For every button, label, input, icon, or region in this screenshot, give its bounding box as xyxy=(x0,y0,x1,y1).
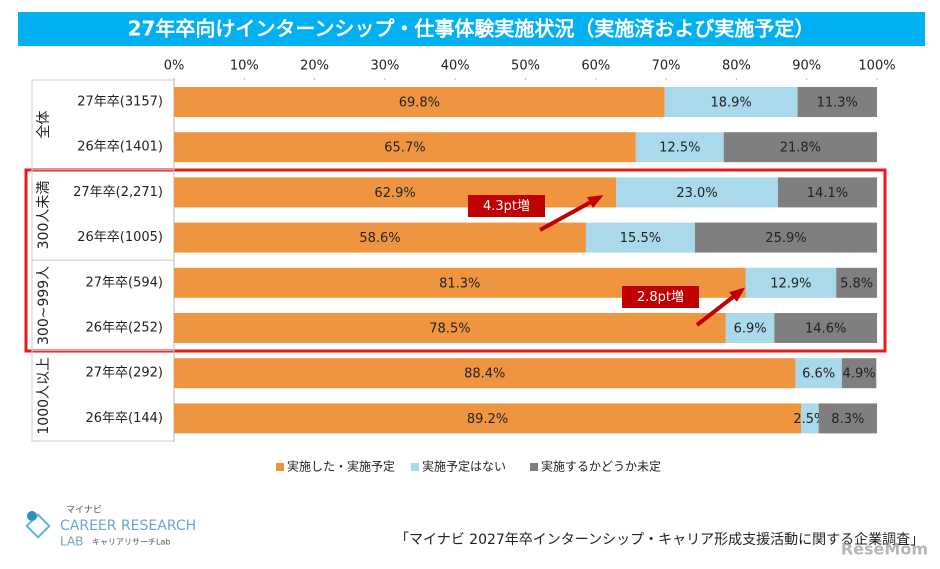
x-tick-label: 70% xyxy=(652,59,681,74)
value-label: 23.0% xyxy=(676,186,717,201)
bar-segment xyxy=(777,177,877,208)
bar-segment xyxy=(635,132,724,163)
x-tick-label: 50% xyxy=(511,59,540,74)
x-tick-label: 20% xyxy=(300,59,329,74)
logo: マイナビ CAREER RESEARCH LAB キャリアリサーチLab xyxy=(25,505,196,549)
x-tick-label: 60% xyxy=(581,59,610,74)
bar-segment xyxy=(723,132,877,163)
bar-segment xyxy=(797,87,877,117)
value-label: 14.1% xyxy=(807,186,848,201)
logo-sub: LAB xyxy=(60,535,83,549)
value-label: 78.5% xyxy=(429,322,470,337)
value-label: 58.6% xyxy=(359,231,400,246)
value-label: 6.6% xyxy=(802,367,835,382)
value-label: 88.4% xyxy=(464,367,505,382)
value-label: 81.3% xyxy=(439,276,480,291)
chart-title: 27年卒向けインターンシップ・仕事体験実施状況（実施済および実施予定） xyxy=(128,17,815,41)
category-label: 27年卒(594) xyxy=(86,275,164,290)
category-label: 26年卒(144) xyxy=(86,411,164,426)
x-tick-label: 90% xyxy=(792,59,821,74)
bar-segment xyxy=(664,87,798,117)
value-label: 8.3% xyxy=(831,412,864,427)
group-label: 300~999人 xyxy=(36,266,52,345)
source: 「マイナビ 2027年卒インターンシップ・キャリア形成支援活動に関する企業調査」 xyxy=(395,531,924,548)
logo-kana: キャリアリサーチLab xyxy=(92,538,170,547)
bar-segment xyxy=(694,222,877,253)
arrow-head xyxy=(587,195,604,208)
value-label: 89.2% xyxy=(467,412,508,427)
group-label: 1000人以上 xyxy=(36,357,52,435)
legend-label: 実施するかどうか未定 xyxy=(541,459,661,474)
annotation: 4.3pt増 xyxy=(483,199,530,214)
category-label: 26年卒(1005) xyxy=(77,230,163,245)
arrow-head xyxy=(729,287,746,302)
category-label: 26年卒(252) xyxy=(86,321,164,336)
category-label: 27年卒(292) xyxy=(86,366,164,381)
x-tick-label: 10% xyxy=(230,59,259,74)
legend-swatch xyxy=(530,463,538,471)
bar-segment xyxy=(174,403,802,434)
x-tick-label: 80% xyxy=(722,59,751,74)
title-banner xyxy=(18,12,925,46)
legend-label: 実施した・実施予定 xyxy=(287,459,395,474)
bar-segment xyxy=(836,267,877,298)
bar-segment xyxy=(745,267,837,298)
legend-label: 実施予定はない xyxy=(422,459,506,474)
value-label: 15.5% xyxy=(620,231,661,246)
value-label: 2.5% xyxy=(793,412,826,427)
value-label: 65.7% xyxy=(384,141,425,156)
bar-segment xyxy=(585,222,695,253)
bar-segment xyxy=(174,358,796,389)
x-tick-label: 0% xyxy=(164,59,185,74)
bar-segment xyxy=(174,313,726,343)
value-label: 62.9% xyxy=(374,186,415,201)
annotation-box xyxy=(622,286,699,308)
annotation-box xyxy=(468,195,545,217)
bar-segment xyxy=(774,313,877,343)
category-label: 27年卒(2,271) xyxy=(73,185,163,200)
legend-swatch xyxy=(411,463,419,471)
logo-dot xyxy=(27,511,37,521)
bar-segment xyxy=(818,403,877,434)
legend-swatch xyxy=(276,463,284,471)
value-label: 12.5% xyxy=(659,141,700,156)
annotation-arrow xyxy=(539,195,601,232)
value-label: 18.9% xyxy=(710,96,751,111)
annotation: 2.8pt増 xyxy=(637,290,684,305)
bar-segment xyxy=(725,313,775,343)
value-label: 12.9% xyxy=(770,276,811,291)
logo-main: CAREER RESEARCH xyxy=(60,518,196,534)
watermark: ReseMom xyxy=(841,540,928,559)
value-label: 21.8% xyxy=(780,141,821,156)
category-label: 26年卒(1401) xyxy=(77,140,163,155)
logo-top: マイナビ xyxy=(66,505,102,516)
value-label: 11.3% xyxy=(817,96,858,111)
x-tick-label: 30% xyxy=(370,59,399,74)
category-label: 27年卒(3157) xyxy=(77,95,163,110)
group-label: 全体 xyxy=(35,111,52,139)
value-label: 4.9% xyxy=(843,367,876,382)
bar-segment xyxy=(174,87,665,117)
group-label: 300人未満 xyxy=(36,181,52,250)
bar-segment xyxy=(174,132,636,163)
bar-segment xyxy=(174,222,586,253)
value-label: 6.9% xyxy=(734,322,767,337)
bar-segment xyxy=(801,403,819,434)
value-label: 69.8% xyxy=(399,96,440,111)
value-label: 25.9% xyxy=(765,231,806,246)
x-tick-label: 40% xyxy=(441,59,470,74)
bar-segment xyxy=(795,358,842,389)
value-label: 5.8% xyxy=(840,276,873,291)
highlight-box xyxy=(24,168,887,353)
bar-segment xyxy=(841,358,877,389)
value-label: 14.6% xyxy=(805,322,846,337)
bar-segment xyxy=(616,177,778,208)
x-tick-label: 100% xyxy=(858,59,895,74)
